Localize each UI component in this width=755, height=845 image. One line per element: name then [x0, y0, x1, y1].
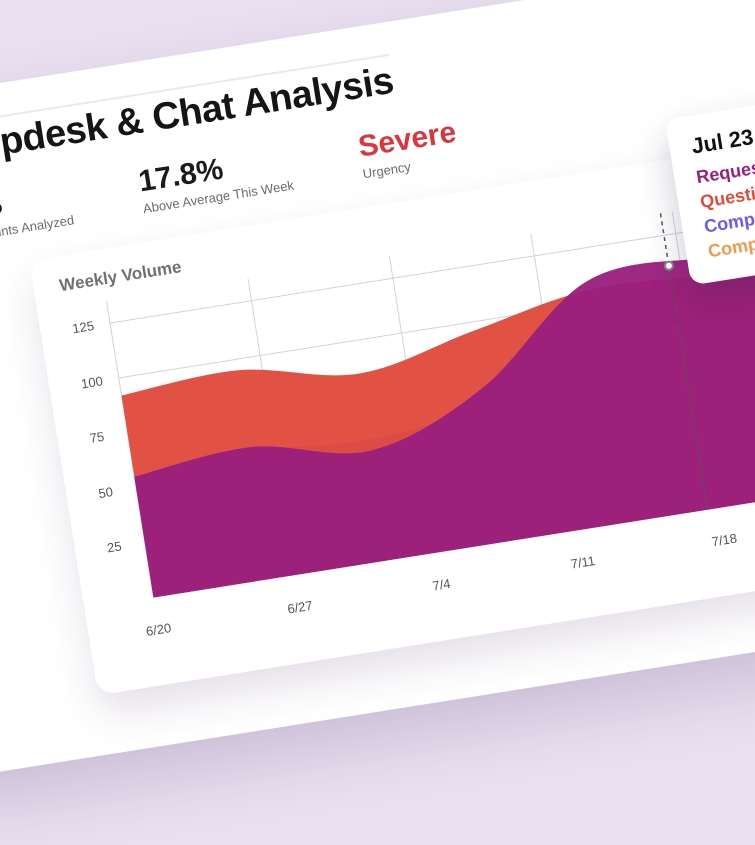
y-tick: 125: [71, 318, 95, 336]
y-tick: 100: [80, 373, 104, 391]
y-tick: 75: [88, 429, 105, 446]
analysis-card: Helpdesk & Chat Analysis 588 Datapoints …: [0, 0, 755, 779]
x-tick: 6/27: [286, 597, 313, 616]
x-tick: 7/18: [710, 530, 737, 549]
y-tick: 50: [97, 483, 114, 500]
x-tick: 6/20: [144, 620, 171, 639]
y-tick: 25: [106, 538, 123, 555]
weekly-volume-chart[interactable]: 2550751001256/206/277/47/117/187/25: [68, 182, 755, 637]
x-tick: 7/11: [569, 553, 595, 572]
x-tick: 7/4: [431, 575, 451, 593]
filters-sidebar: w Urgency ↑ SevereMediumMediumMedium: [0, 385, 49, 656]
metric-urgency: Severe Urgency: [356, 115, 461, 181]
metric-datapoints: 588 Datapoints Analyzed: [0, 176, 75, 245]
metric-above-avg: 17.8% Above Average This Week: [136, 141, 295, 215]
chart-svg: [68, 182, 755, 637]
filter-row[interactable]: w: [0, 423, 19, 461]
chart-cursor-dot: [663, 260, 674, 271]
